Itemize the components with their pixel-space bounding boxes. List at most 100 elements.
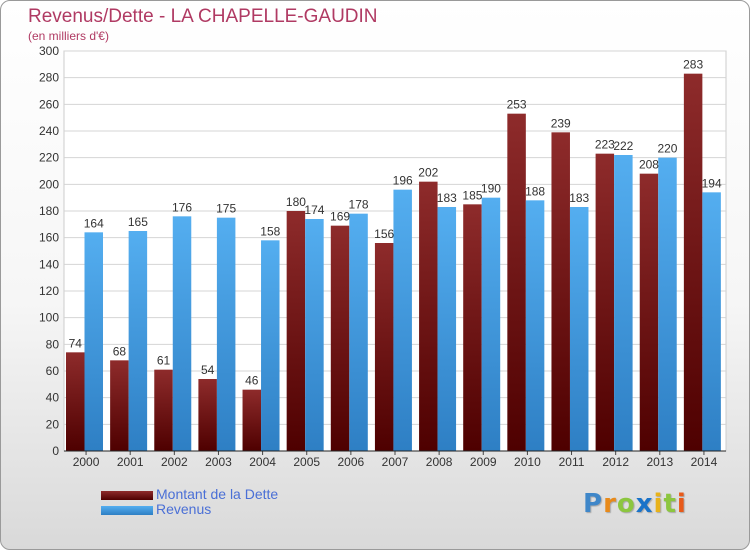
data-label-revenue: 222 (613, 139, 633, 153)
y-tick-label: 260 (39, 97, 59, 111)
bar-revenue (261, 240, 280, 451)
logo-letter: r (603, 489, 617, 519)
logo-letter: x (635, 489, 654, 519)
legend-swatch-revenue (101, 506, 153, 515)
y-tick-label: 200 (39, 177, 59, 191)
data-label-debt: 185 (462, 188, 482, 202)
legend-label-revenue: Revenus (156, 501, 212, 517)
y-tick-label: 40 (46, 391, 60, 405)
y-tick-label: 120 (39, 284, 59, 298)
data-label-revenue: 178 (349, 198, 369, 212)
data-label-revenue: 164 (84, 216, 104, 230)
x-tick-label: 2008 (426, 455, 453, 469)
x-tick-label: 2010 (514, 455, 541, 469)
y-tick-label: 20 (46, 417, 60, 431)
bar-revenue (128, 231, 148, 451)
bar-revenue (658, 157, 677, 451)
data-label-debt: 46 (245, 374, 259, 388)
y-tick-label: 280 (39, 71, 59, 85)
x-tick-label: 2005 (293, 455, 320, 469)
bar-revenue (216, 217, 236, 451)
bar-debt (683, 73, 703, 452)
data-label-debt: 61 (157, 354, 171, 368)
x-tick-label: 2007 (382, 455, 409, 469)
bar-debt (110, 360, 129, 451)
data-label-debt: 169 (330, 210, 350, 224)
x-tick-label: 2003 (205, 455, 232, 469)
y-tick-label: 80 (46, 337, 60, 351)
bar-revenue (305, 219, 324, 451)
data-label-revenue: 158 (260, 224, 280, 238)
data-label-debt: 283 (683, 58, 703, 72)
x-tick-label: 2011 (559, 455, 585, 469)
data-label-revenue: 175 (216, 202, 236, 216)
bar-debt (286, 211, 306, 451)
data-label-revenue: 176 (172, 200, 192, 214)
bar-debt (198, 379, 217, 451)
bar-debt (551, 132, 570, 452)
data-label-revenue: 183 (569, 191, 589, 205)
x-tick-label: 2001 (117, 455, 144, 469)
legend-label-debt: Montant de la Dette (156, 486, 279, 502)
y-tick-label: 240 (39, 124, 59, 138)
bar-revenue (84, 232, 103, 451)
x-tick-label: 2009 (470, 455, 497, 469)
bar-revenue (614, 155, 633, 451)
logo-letter: t (663, 489, 677, 519)
chart-title: Revenus/Dette - LA CHAPELLE-GAUDIN (28, 6, 378, 27)
y-tick-label: 100 (39, 311, 59, 325)
logo-letter: P (583, 489, 604, 519)
bars (66, 73, 721, 452)
data-label-revenue: 183 (437, 191, 457, 205)
bar-debt (242, 389, 262, 451)
data-label-revenue: 194 (702, 176, 722, 190)
bar-debt (595, 153, 615, 451)
y-axis-ticks: 0 20 40 60 80 100 120 140 160 180 200 220 240 260 280 3… (39, 44, 59, 458)
x-tick-label: 2000 (73, 455, 100, 469)
data-label-debt: 68 (113, 344, 127, 358)
bar-debt (374, 243, 394, 451)
bar-debt (463, 204, 482, 451)
bar-revenue (569, 207, 589, 451)
data-label-revenue: 220 (657, 142, 677, 156)
data-label-debt: 239 (551, 116, 571, 130)
data-label-revenue: 196 (393, 174, 413, 188)
bar-revenue (702, 192, 721, 452)
logo-letter: i (676, 489, 687, 519)
x-tick-label: 2002 (161, 455, 188, 469)
chart-subtitle: (en milliers d'€) (28, 29, 109, 43)
bar-debt (507, 113, 526, 452)
data-label-debt: 223 (595, 138, 615, 152)
proxiti-logo: Proxiti (583, 489, 687, 519)
y-tick-label: 220 (39, 151, 59, 165)
y-tick-label: 160 (39, 231, 59, 245)
bar-debt (330, 225, 350, 451)
bar-revenue (172, 216, 192, 451)
logo-letter: i (653, 489, 664, 519)
logo-letter: o (616, 489, 636, 519)
x-tick-label: 2004 (249, 455, 276, 469)
y-tick-label: 140 (39, 257, 59, 271)
data-label-revenue: 165 (128, 215, 148, 229)
x-axis-ticks: 2000 2001 2002 2003 2004 2005 2006 2007 2008 2009… (73, 451, 718, 469)
x-tick-label: 2006 (338, 455, 365, 469)
y-tick-label: 0 (52, 444, 59, 458)
legend-swatch-debt (101, 491, 153, 500)
bar-revenue (349, 213, 368, 451)
data-label-revenue: 174 (304, 203, 324, 217)
bar-debt (154, 369, 173, 451)
data-label-debt: 156 (374, 227, 394, 241)
x-tick-label: 2012 (602, 455, 629, 469)
data-label-revenue: 190 (481, 182, 501, 196)
bar-revenue (437, 207, 457, 451)
data-label-debt: 208 (639, 158, 659, 172)
data-label-revenue: 188 (525, 184, 545, 198)
bar-revenue (393, 189, 412, 451)
x-tick-label: 2013 (646, 455, 673, 469)
data-label-debt: 253 (507, 98, 527, 112)
data-label-debt: 202 (418, 166, 438, 180)
data-label-debt: 180 (286, 195, 306, 209)
